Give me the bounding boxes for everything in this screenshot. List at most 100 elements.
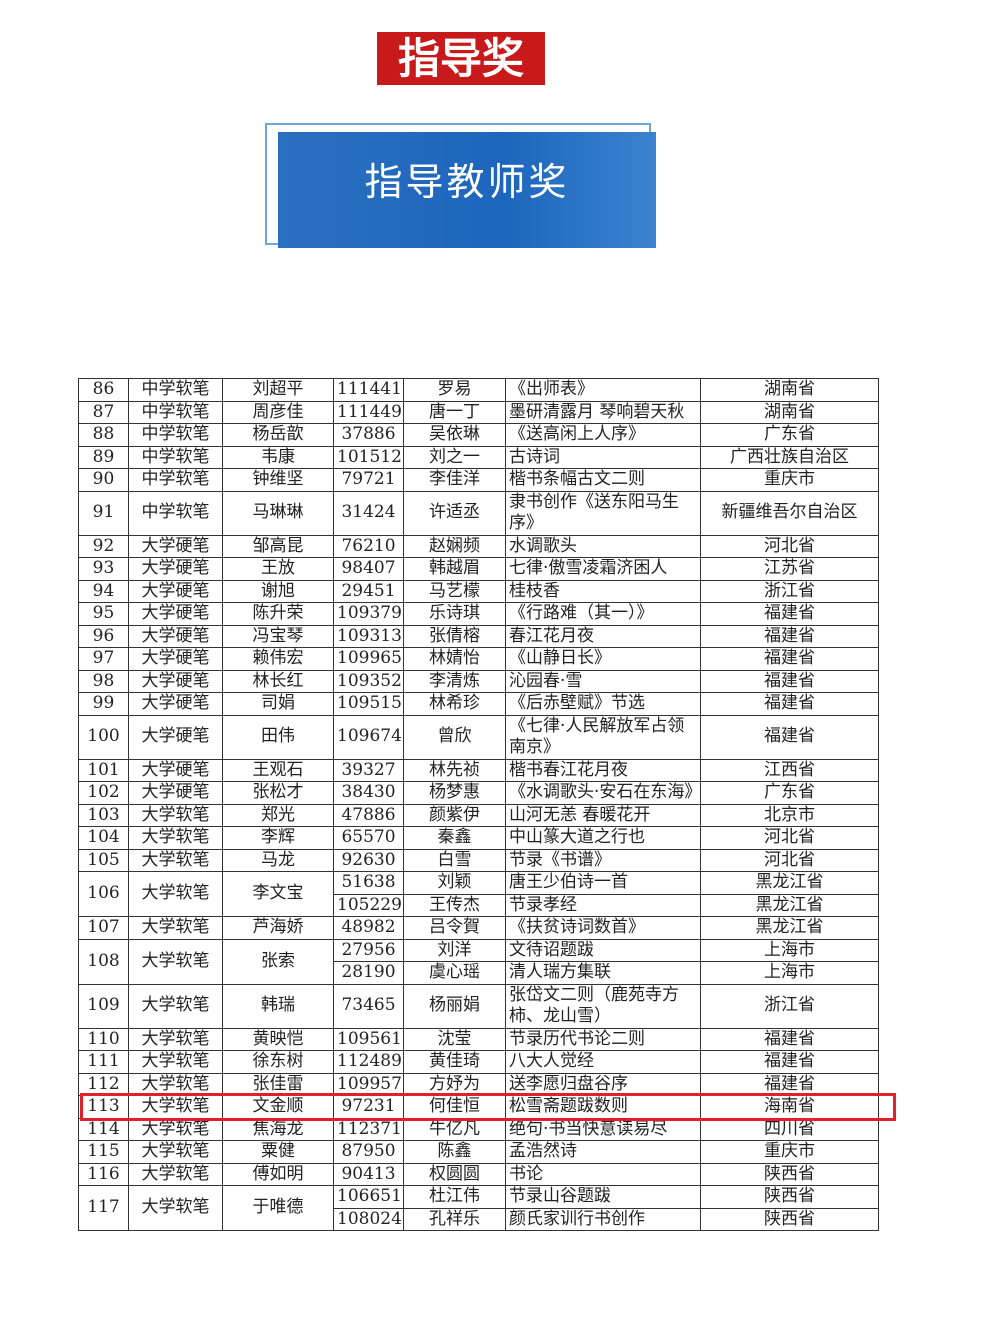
entry-id: 51638 [333, 871, 404, 895]
student: 白雪 [403, 848, 506, 872]
province: 上海市 [700, 938, 879, 962]
teacher: 文金顺 [222, 1095, 334, 1119]
province: 四川省 [700, 1117, 879, 1141]
entry-id: 112371 [333, 1117, 404, 1141]
teacher: 傅如明 [222, 1162, 334, 1186]
student: 刘颖 [403, 871, 506, 895]
student: 黄佳琦 [403, 1050, 506, 1074]
work: 八大人觉经 [505, 1050, 701, 1074]
table-row: 97 大学硬笔 赖伟宏 109965 林婧怡 《山静日长》 福建省 [78, 647, 879, 671]
category: 大学硬笔 [128, 647, 223, 671]
province: 上海市 [700, 961, 879, 985]
student: 吴依琳 [403, 423, 506, 447]
teacher: 谢旭 [222, 579, 334, 603]
category: 大学软笔 [128, 1185, 223, 1231]
row-number: 86 [78, 378, 129, 402]
teacher: 王观石 [222, 758, 334, 782]
work: 节录历代书论二则 [505, 1027, 701, 1051]
work: 楷书春江花月夜 [505, 758, 701, 782]
province: 黑龙江省 [700, 893, 879, 917]
teacher: 张索 [222, 938, 334, 985]
table-row: 93 大学硬笔 王放 98407 韩越眉 七律·傲雪凌霜济困人 江苏省 [78, 557, 879, 581]
table-row: 109 大学软笔 韩瑞 73465 杨丽娟 张岱文二则（鹿苑寺方柿、龙山雪） 浙江省 [78, 983, 879, 1029]
province: 湖南省 [700, 378, 879, 402]
entry-id: 109515 [333, 692, 404, 716]
category: 大学硬笔 [128, 602, 223, 626]
category: 大学硬笔 [128, 692, 223, 716]
entry-id: 105229 [333, 893, 404, 917]
banner: 指导教师奖 [278, 132, 656, 248]
province: 河北省 [700, 848, 879, 872]
work: 《山静日长》 [505, 647, 701, 671]
row-number: 117 [78, 1185, 129, 1231]
entry-id: 109379 [333, 602, 404, 626]
teacher: 李辉 [222, 826, 334, 850]
row-number: 109 [78, 983, 129, 1029]
student: 秦鑫 [403, 826, 506, 850]
teacher: 钟维坚 [222, 468, 334, 492]
teacher: 陈升荣 [222, 602, 334, 626]
teacher: 冯宝琴 [222, 624, 334, 648]
row-number: 92 [78, 534, 129, 558]
work: 古诗词 [505, 445, 701, 469]
table-row: 89 中学软笔 韦康 101512 刘之一 古诗词 广西壮族自治区 [78, 445, 879, 469]
province: 福建省 [700, 624, 879, 648]
table-row: 107 大学软笔 芦海娇 48982 吕令賀 《扶贫诗词数首》 黑龙江省 [78, 916, 879, 940]
category: 大学硬笔 [128, 758, 223, 782]
entry-id: 48982 [333, 916, 404, 940]
entry-id: 109957 [333, 1072, 404, 1096]
student: 王传杰 [403, 893, 506, 917]
province: 福建省 [700, 647, 879, 671]
student: 杨丽娟 [403, 983, 506, 1029]
entry-id: 39327 [333, 758, 404, 782]
table-row: 101 大学硬笔 王观石 39327 林先祯 楷书春江花月夜 江西省 [78, 758, 879, 782]
student: 刘洋 [403, 938, 506, 962]
student: 牛亿凡 [403, 1117, 506, 1141]
teacher: 马龙 [222, 848, 334, 872]
entry-id: 90413 [333, 1162, 404, 1186]
table-row: 108 大学软笔 张索 27956 刘洋 文待诏题跋 上海市 [78, 938, 879, 985]
province: 福建省 [700, 1072, 879, 1096]
table-row: 98 大学硬笔 林长红 109352 李清炼 沁园春·雪 福建省 [78, 669, 879, 693]
row-number: 106 [78, 871, 129, 917]
table-row: 108024 孔祥乐 颜氏家训行书创作 陕西省 [79, 1207, 879, 1231]
province: 湖南省 [700, 400, 879, 424]
table-row: 102 大学硬笔 张松才 38430 杨梦惠 《水调歌头·安石在东海》 广东省 [78, 781, 879, 805]
category: 大学硬笔 [128, 557, 223, 581]
student: 马艺檬 [403, 579, 506, 603]
teacher: 刘超平 [222, 378, 334, 402]
entry-id: 79721 [333, 468, 404, 492]
entry-id: 111449 [333, 400, 404, 424]
province: 河北省 [700, 826, 879, 850]
student: 杨梦惠 [403, 781, 506, 805]
entry-id: 98407 [333, 557, 404, 581]
teacher: 韦康 [222, 445, 334, 469]
entry-id: 109674 [333, 714, 404, 760]
teacher: 于唯德 [222, 1185, 334, 1231]
work: 节录山谷题跋 [505, 1185, 701, 1209]
row-number: 102 [78, 781, 129, 805]
award-title: 指导奖 [377, 32, 545, 85]
student: 陈鑫 [403, 1140, 506, 1164]
table-row: 105229 王传杰 节录孝经 黑龙江省 [79, 893, 879, 917]
row-number: 114 [78, 1117, 129, 1141]
row-number: 112 [78, 1072, 129, 1096]
teacher: 粟健 [222, 1140, 334, 1164]
category: 大学硬笔 [128, 624, 223, 648]
work: 《出师表》 [505, 378, 701, 402]
table-row: 116 大学软笔 傅如明 90413 权圆圆 书论 陕西省 [78, 1162, 879, 1186]
province: 新疆维吾尔自治区 [700, 490, 879, 536]
entry-id: 38430 [333, 781, 404, 805]
row-number: 99 [78, 692, 129, 716]
student: 孔祥乐 [403, 1207, 506, 1231]
category: 大学硬笔 [128, 714, 223, 760]
province: 福建省 [700, 669, 879, 693]
entry-id: 92630 [333, 848, 404, 872]
entry-id: 108024 [333, 1207, 404, 1231]
work: 山河无恙 春暖花开 [505, 803, 701, 827]
student: 吕令賀 [403, 916, 506, 940]
entry-id: 87950 [333, 1140, 404, 1164]
province: 广东省 [700, 423, 879, 447]
work: 《送高闲上人序》 [505, 423, 701, 447]
